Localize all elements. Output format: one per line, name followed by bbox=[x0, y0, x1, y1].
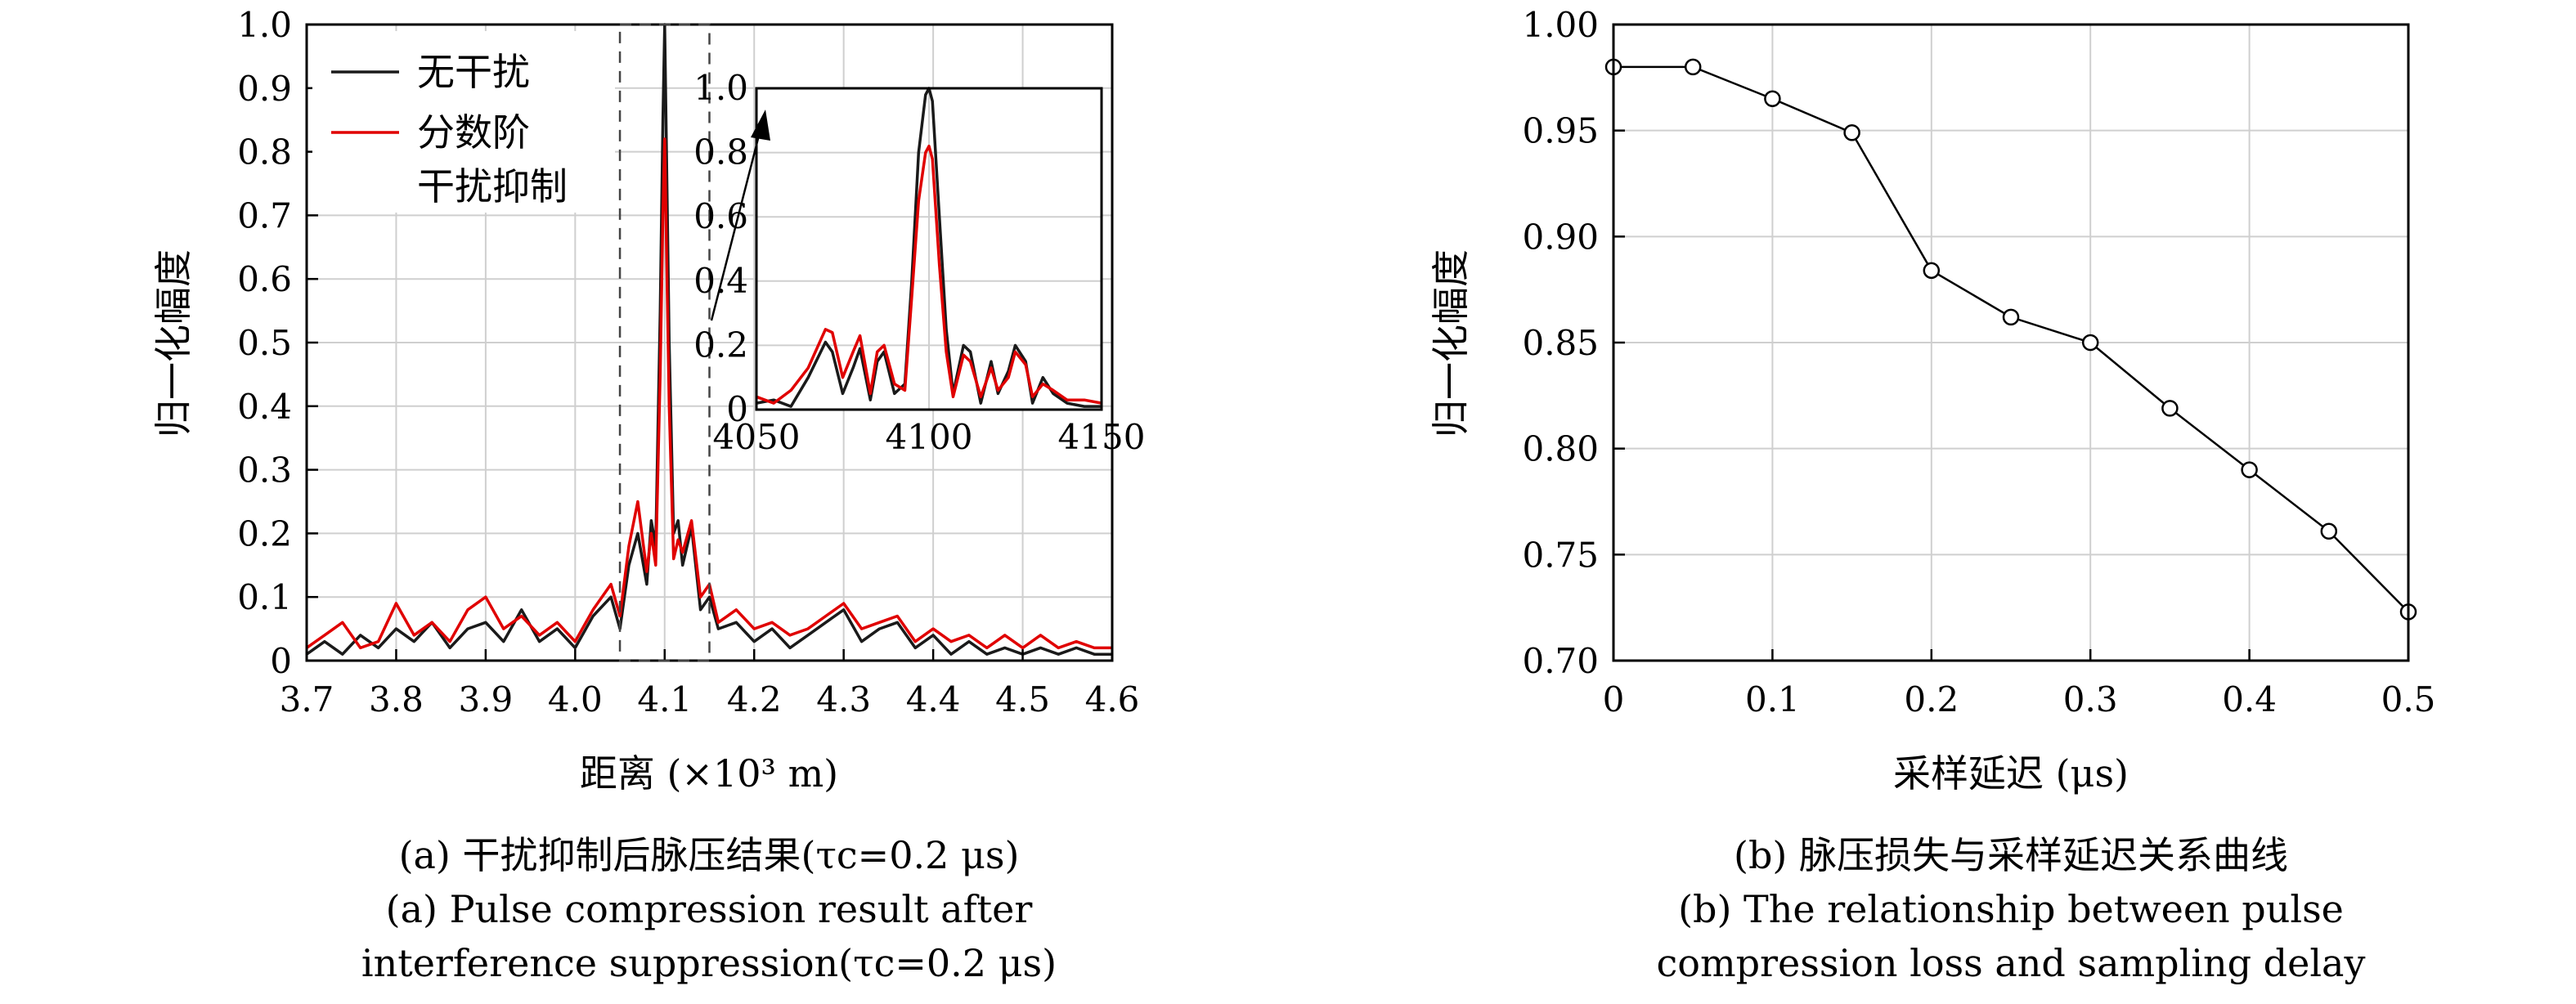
chart-b-xtick-label: 0.2 bbox=[1904, 679, 1959, 719]
chart-b-point bbox=[2081, 334, 2099, 352]
chart-a-ytick-label: 0.8 bbox=[237, 132, 292, 173]
chart-a-xtick-label: 3.9 bbox=[458, 679, 513, 719]
chart-a-inset-ytick-label: 0 bbox=[726, 389, 748, 429]
chart-a-ytick-label: 0.1 bbox=[237, 577, 292, 617]
chart-a-ytick-label: 0.3 bbox=[237, 450, 292, 491]
chart-a-inset-arrow bbox=[710, 122, 764, 321]
chart-a-xlabel: 距离 (×10³ m) bbox=[580, 751, 838, 796]
chart-a-ytick-label: 1.0 bbox=[237, 5, 292, 45]
chart-a-caption-cn: (a) 干扰抑制后脉压结果(τc=0.2 μs) bbox=[399, 833, 1020, 877]
chart-b: 0.70 0.75 0.80 0.85 0.90 0.95 1.00 0 0.1 0.2 0.3 0.… bbox=[1429, 5, 2435, 985]
chart-b-xtick-label: 0.4 bbox=[2222, 679, 2277, 719]
chart-a-xtick-label: 4.2 bbox=[727, 679, 782, 719]
chart-b-point bbox=[2002, 308, 2020, 326]
chart-b-point bbox=[2241, 461, 2258, 478]
chart-a-xtick-label: 4.0 bbox=[548, 679, 603, 719]
chart-a-line-fractional bbox=[305, 137, 1112, 650]
chart-b-xtick-label: 0 bbox=[1603, 679, 1625, 719]
chart-a-zoom-rect bbox=[618, 23, 711, 662]
chart-a-inset-ytick-label: 0.2 bbox=[693, 325, 748, 365]
chart-a-ytick-label: 0.5 bbox=[237, 323, 292, 363]
chart-a-xtick-label: 4.1 bbox=[637, 679, 692, 719]
chart-a-zoom-box bbox=[618, 23, 711, 662]
chart-b-point bbox=[1764, 90, 1781, 108]
legend-entry-fractional: 分数阶 bbox=[417, 110, 530, 155]
chart-a-caption-en-2: interference suppression(τc=0.2 μs) bbox=[361, 941, 1057, 985]
chart-a-xtick-label: 4.6 bbox=[1085, 679, 1140, 719]
chart-a-inset-frame bbox=[755, 87, 1103, 411]
chart-b-ticks: 0.70 0.75 0.80 0.85 0.90 0.95 1.00 0 0.1 0.2 0.3 0.… bbox=[1522, 5, 2435, 719]
chart-a-xtick-label: 4.3 bbox=[816, 679, 871, 719]
legend-entry-suppression: 干扰抑制 bbox=[417, 164, 568, 208]
chart-a-inset-ytick-label: 0.6 bbox=[693, 196, 748, 236]
chart-b-ylabel: 归一化幅度 bbox=[1429, 249, 1473, 437]
chart-a-inset-xtick-label: 4150 bbox=[1058, 417, 1146, 457]
chart-a: 0 0.1 0.2 0.3 0.4 0.5 0.6 0.7 0.8 0.9 1.0 3.7 3.8 3.9… bbox=[151, 5, 1145, 985]
chart-b-line bbox=[1613, 65, 2409, 613]
chart-b-xlabel: 采样延迟 (μs) bbox=[1893, 751, 2129, 796]
chart-b-xtick-label: 0.1 bbox=[1745, 679, 1800, 719]
chart-a-inset-ytick-label: 1.0 bbox=[693, 68, 748, 108]
chart-b-ytick-label: 0.70 bbox=[1522, 641, 1599, 681]
chart-b-xtick-label: 0.3 bbox=[2063, 679, 2118, 719]
chart-a-inset-xtick-label: 4100 bbox=[886, 417, 973, 457]
chart-a-ticks: 0 0.1 0.2 0.3 0.4 0.5 0.6 0.7 0.8 0.9 1.0 3.7 3.8 3.9… bbox=[237, 5, 1139, 719]
chart-a-ytick-label: 0 bbox=[270, 641, 292, 681]
chart-b-ytick-label: 0.90 bbox=[1522, 217, 1599, 257]
chart-b-caption-cn: (b) 脉压损失与采样延迟关系曲线 bbox=[1734, 833, 2288, 877]
chart-a-series bbox=[305, 23, 1112, 656]
chart-b-xtick-label: 0.5 bbox=[2381, 679, 2436, 719]
chart-a-xtick-label: 3.8 bbox=[369, 679, 424, 719]
chart-a-xtick-label: 4.4 bbox=[906, 679, 961, 719]
chart-a-ytick-label: 0.7 bbox=[237, 195, 292, 235]
chart-a-inset-ytick-label: 0.8 bbox=[693, 132, 748, 173]
chart-a-legend: 无干扰 分数阶 干扰抑制 bbox=[312, 31, 615, 213]
chart-a-ytick-label: 0.6 bbox=[237, 259, 292, 299]
chart-b-caption-en-1: (b) The relationship between pulse bbox=[1678, 887, 2344, 931]
chart-a-caption-en-1: (a) Pulse compression result after bbox=[386, 887, 1033, 931]
chart-b-point bbox=[1843, 124, 1860, 141]
chart-a-ytick-label: 0.2 bbox=[237, 513, 292, 554]
chart-b-ytick-label: 0.85 bbox=[1522, 323, 1599, 363]
chart-a-xtick-label: 4.5 bbox=[995, 679, 1050, 719]
chart-a-ytick-label: 0.4 bbox=[237, 387, 292, 427]
chart-b-point bbox=[1923, 262, 1941, 280]
chart-b-markers bbox=[1604, 58, 2417, 621]
chart-b-grid bbox=[1613, 24, 2409, 661]
chart-b-ytick-label: 0.95 bbox=[1522, 111, 1599, 151]
chart-a-inset-line-fractional bbox=[756, 144, 1102, 405]
chart-b-ytick-label: 0.80 bbox=[1522, 429, 1599, 469]
chart-a-inset-arrowhead bbox=[751, 110, 770, 141]
chart-a-ylabel: 归一化幅度 bbox=[151, 249, 195, 437]
chart-b-point bbox=[2320, 522, 2338, 540]
chart-b-ytick-label: 1.00 bbox=[1522, 5, 1599, 45]
chart-a-inset-xtick-label: 4050 bbox=[713, 417, 801, 457]
chart-b-caption-en-2: compression loss and sampling delay bbox=[1657, 941, 2366, 985]
legend-entry-no-interference: 无干扰 bbox=[417, 50, 530, 94]
chart-b-point bbox=[2161, 400, 2179, 417]
chart-b-ytick-label: 0.75 bbox=[1522, 535, 1599, 575]
chart-a-ytick-label: 0.9 bbox=[237, 69, 292, 109]
chart-b-point bbox=[1684, 58, 1702, 76]
chart-a-xtick-label: 3.7 bbox=[280, 679, 334, 719]
chart-a-legend-box bbox=[312, 31, 615, 213]
